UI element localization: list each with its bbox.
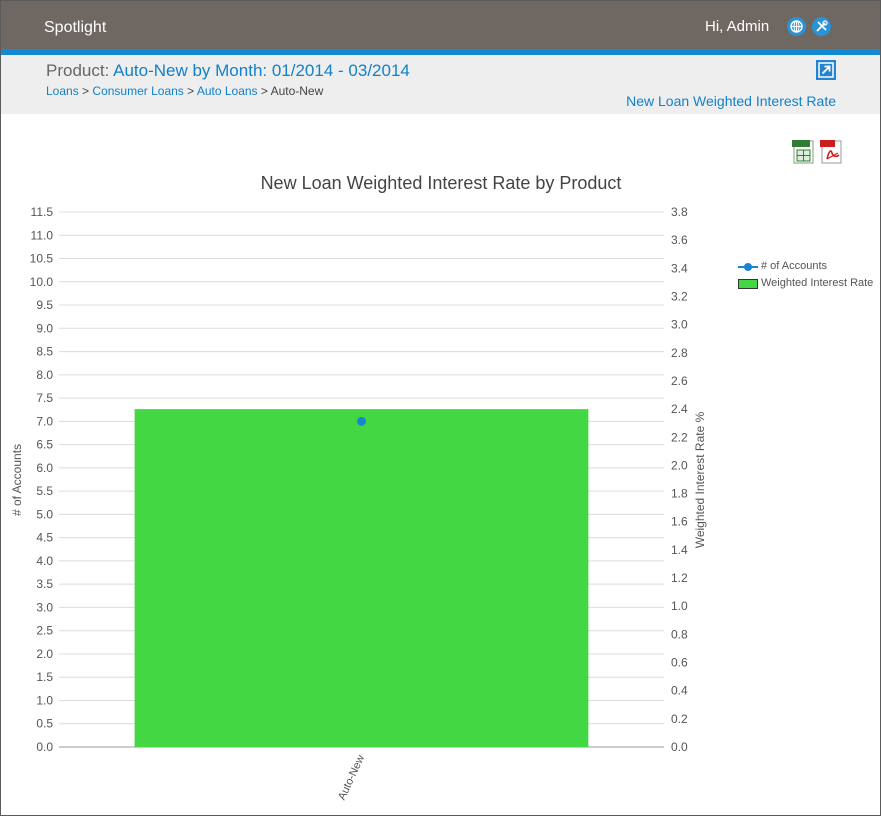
left-tick-label: 7.5	[36, 391, 53, 405]
data-point[interactable]	[357, 416, 366, 426]
right-tick-label: 1.2	[671, 571, 688, 585]
left-tick-label: 9.5	[36, 298, 53, 312]
left-tick-label: 6.5	[36, 438, 53, 452]
left-tick-label: 3.0	[36, 600, 53, 614]
breadcrumb-current: Auto-New	[270, 84, 324, 98]
line-series	[357, 416, 366, 426]
breadcrumb-auto-loans[interactable]: Auto Loans	[196, 84, 258, 98]
left-tick-label: 1.5	[36, 670, 53, 684]
right-tick-label: 1.8	[671, 487, 688, 501]
legend-line-marker	[738, 263, 758, 271]
accent-strip	[1, 49, 880, 55]
left-tick-label: 10.5	[30, 252, 54, 266]
left-axis-ticks: 0.0 0.5 1.0 1.5 2.0 2.5 3.0 3.5 4.0 4.5 5.0 5.5 6.0 6…	[30, 205, 54, 754]
right-axis-ticks: 0.0 0.2 0.4 0.6 0.8 1.0 1.2 1.4 1.6 1.8 2.0 2.2 2.4 2…	[671, 205, 688, 754]
popout-icon[interactable]	[816, 60, 836, 80]
right-tick-label: 2.6	[671, 374, 688, 388]
pdf-export-icon[interactable]	[819, 139, 843, 165]
globe-icon[interactable]	[787, 17, 806, 36]
right-tick-label: 2.2	[671, 430, 688, 444]
legend-label: Weighted Interest Rate	[761, 277, 874, 289]
breadcrumb-separator: >	[187, 84, 195, 98]
breadcrumb-loans[interactable]: Loans	[46, 84, 79, 98]
category-labels: Auto-New	[336, 753, 367, 802]
top-bar: Spotlight Hi, Admin	[1, 1, 880, 49]
left-tick-label: 8.5	[36, 345, 53, 359]
page-header	[1, 55, 880, 114]
user-greeting[interactable]: Hi, Admin	[705, 18, 770, 35]
left-tick-label: 0.5	[36, 717, 53, 731]
left-tick-label: 11.5	[31, 205, 54, 219]
left-tick-label: 3.5	[36, 577, 53, 591]
left-tick-label: 6.0	[36, 461, 53, 475]
breadcrumb-separator: >	[82, 84, 90, 98]
bar-series	[134, 409, 589, 747]
left-tick-label: 5.0	[36, 507, 53, 521]
right-tick-label: 3.2	[671, 289, 688, 303]
metric-link[interactable]: New Loan Weighted Interest Rate	[626, 93, 836, 109]
tools-icon[interactable]	[812, 17, 831, 36]
xlsx-export-icon[interactable]	[792, 139, 816, 165]
right-tick-label: 0.2	[671, 712, 688, 726]
page-title-value[interactable]: Auto-New by Month: 01/2014 - 03/2014	[113, 61, 410, 80]
category-label: Auto-New	[336, 753, 367, 802]
legend-label: # of Accounts	[761, 260, 828, 272]
page-title-prefix: Product:	[46, 61, 114, 80]
right-tick-label: 2.4	[671, 402, 688, 416]
right-tick-label: 1.0	[671, 599, 688, 613]
right-tick-label: 3.4	[671, 261, 688, 275]
left-tick-label: 8.0	[36, 368, 53, 382]
right-axis-label: Weighted Interest Rate %	[693, 411, 707, 548]
left-tick-label: 5.5	[36, 484, 53, 498]
left-axis-label: # of Accounts	[10, 444, 24, 516]
left-tick-label: 2.0	[36, 647, 53, 661]
right-tick-label: 2.8	[671, 346, 688, 360]
breadcrumb-consumer-loans[interactable]: Consumer Loans	[92, 84, 184, 98]
page-title: Product: Auto-New by Month: 01/2014 - 03…	[46, 61, 410, 81]
left-tick-label: 0.0	[36, 740, 53, 754]
left-tick-label: 7.0	[36, 414, 53, 428]
right-tick-label: 3.0	[671, 318, 688, 332]
right-tick-label: 0.4	[671, 684, 688, 698]
right-tick-label: 3.8	[671, 205, 688, 219]
left-tick-label: 10.0	[30, 275, 54, 289]
legend-bar-marker	[738, 279, 758, 289]
right-tick-label: 3.6	[671, 233, 688, 247]
left-tick-label: 2.5	[36, 624, 53, 638]
breadcrumb-separator: >	[260, 84, 268, 98]
left-tick-label: 4.5	[36, 531, 53, 545]
right-tick-label: 2.0	[671, 458, 688, 472]
left-tick-label: 4.0	[36, 554, 53, 568]
left-tick-label: 11.0	[31, 228, 54, 242]
breadcrumb: Loans > Consumer Loans > Auto Loans > Au…	[46, 84, 323, 98]
left-tick-label: 1.0	[36, 693, 53, 707]
bar[interactable]	[134, 409, 589, 747]
right-tick-label: 0.0	[671, 740, 688, 754]
right-tick-label: 1.4	[671, 543, 688, 557]
right-tick-label: 0.6	[671, 656, 688, 670]
right-tick-label: 0.8	[671, 627, 688, 641]
right-tick-label: 1.6	[671, 515, 688, 529]
left-tick-label: 9.0	[36, 321, 53, 335]
chart-title: New Loan Weighted Interest Rate by Produ…	[261, 173, 622, 193]
brand-name: Spotlight	[44, 19, 107, 36]
